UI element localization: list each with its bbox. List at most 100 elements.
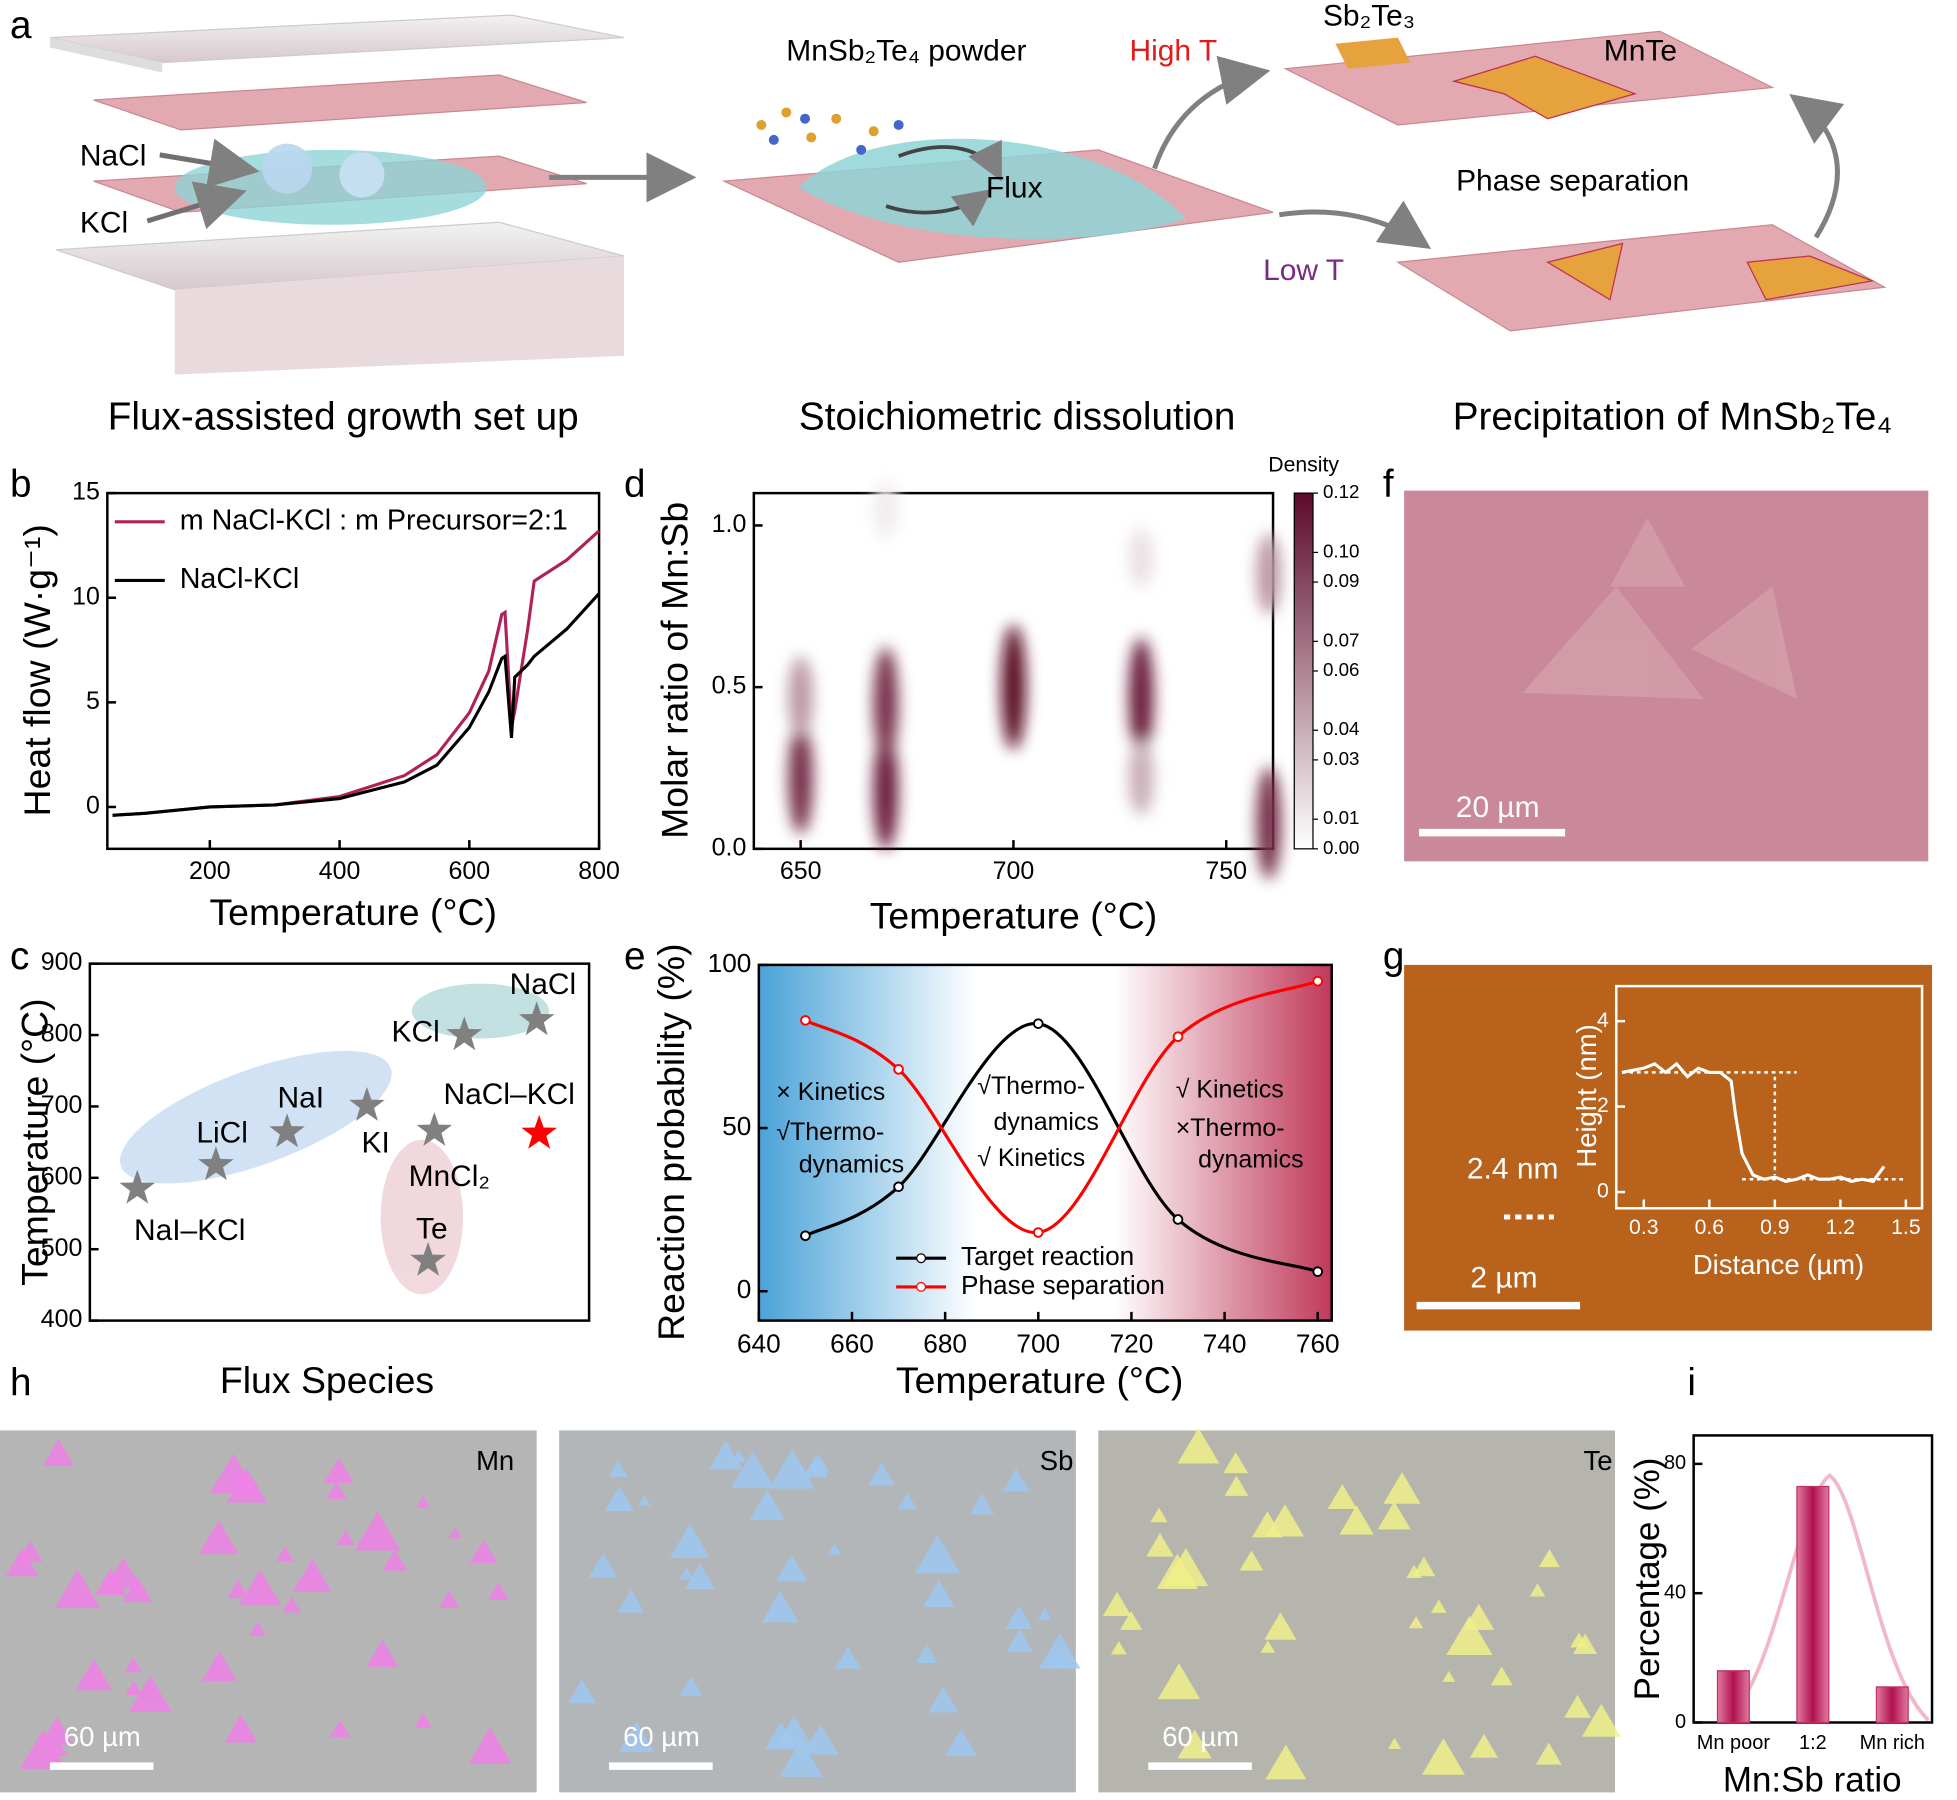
plot-frame xyxy=(757,963,1333,1322)
flake xyxy=(47,1738,68,1756)
flake xyxy=(19,1729,67,1769)
x-axis-title: Temperature (°C) xyxy=(870,895,1158,937)
x-tick-label: 750 xyxy=(1205,857,1247,885)
flake xyxy=(1377,1501,1411,1530)
x-axis-title: Distance (µm) xyxy=(1693,1249,1864,1280)
flake xyxy=(803,1456,829,1478)
flake xyxy=(679,1567,694,1580)
star-marker xyxy=(416,1111,453,1146)
colorbar-tick-label: 0.07 xyxy=(1323,629,1359,650)
caption: Flux-assisted growth set up xyxy=(108,396,579,439)
density-blob xyxy=(788,721,814,834)
x-tick-label: 0.3 xyxy=(1629,1216,1658,1239)
flake xyxy=(54,1569,101,1609)
point-label: KI xyxy=(362,1127,390,1160)
point-label: NaI xyxy=(277,1082,324,1115)
legend-label: Target reaction xyxy=(961,1241,1134,1271)
data-point xyxy=(1312,975,1324,987)
flake xyxy=(105,1557,142,1589)
flake xyxy=(1102,1591,1132,1616)
x-axis-title: Mn:Sb ratio xyxy=(1723,1761,1902,1800)
flake xyxy=(709,1440,743,1470)
colorbar-tick-label: 0.01 xyxy=(1323,807,1359,828)
flake xyxy=(764,1721,798,1750)
y-axis-title: Heat flow (W·g⁻¹) xyxy=(16,524,58,816)
legend-marker xyxy=(916,1281,927,1292)
flake xyxy=(124,1656,143,1673)
flake xyxy=(75,1658,113,1691)
y-tick-label: 5 xyxy=(86,687,100,715)
density-blob xyxy=(1256,533,1282,615)
flake xyxy=(1490,1666,1513,1686)
data-point xyxy=(800,1015,811,1026)
x-tick-label: 700 xyxy=(993,857,1035,885)
flake xyxy=(1529,1583,1546,1597)
flake xyxy=(945,1728,977,1756)
data-point xyxy=(893,1064,904,1075)
flake xyxy=(1446,1615,1493,1655)
flake xyxy=(1327,1484,1357,1509)
flake xyxy=(1239,1550,1264,1571)
afm-image xyxy=(1404,964,1933,1331)
flake xyxy=(779,1740,823,1777)
flake xyxy=(761,1590,799,1623)
flake xyxy=(336,1529,355,1546)
flake xyxy=(922,1580,955,1608)
annotation: × Kinetics xyxy=(776,1078,885,1106)
data-point xyxy=(1312,1266,1324,1277)
y-tick-label: 400 xyxy=(41,1305,83,1333)
star-marker xyxy=(198,1146,234,1181)
star-marker xyxy=(446,1016,483,1051)
flake xyxy=(1038,1607,1052,1620)
data-point xyxy=(1172,1031,1184,1042)
legend-marker xyxy=(916,1253,927,1264)
flake xyxy=(122,1576,153,1603)
star-marker xyxy=(521,1114,557,1149)
density-layer xyxy=(788,481,1282,880)
flake xyxy=(1339,1505,1374,1535)
panel-label: d xyxy=(624,463,646,506)
flake xyxy=(1463,1603,1495,1630)
label: High T xyxy=(1130,34,1218,67)
flake xyxy=(604,1486,634,1512)
scale-label: 20 µm xyxy=(1456,791,1540,824)
flake xyxy=(1005,1605,1033,1629)
flake xyxy=(1265,1744,1307,1780)
flake xyxy=(292,1558,332,1592)
element-label: Sb xyxy=(1040,1445,1074,1476)
flake xyxy=(227,1579,249,1599)
flake xyxy=(1002,1468,1030,1492)
x-tick-label: 650 xyxy=(780,857,822,885)
flake xyxy=(468,1727,512,1764)
y-tick-label: 4 xyxy=(1597,1009,1609,1032)
flake xyxy=(618,1721,655,1753)
fit-curve xyxy=(1721,1473,1930,1722)
y-tick-label: 15 xyxy=(72,478,100,506)
y-tick-label: 900 xyxy=(41,948,83,976)
flake xyxy=(1110,1640,1127,1655)
annotation: √ Kinetics xyxy=(1176,1076,1284,1104)
y-tick-label: 0.0 xyxy=(712,833,747,861)
star-marker xyxy=(518,1001,555,1036)
y-tick-label: 500 xyxy=(41,1234,83,1262)
data-point xyxy=(1032,1018,1044,1029)
x-tick-label: 600 xyxy=(449,857,491,885)
flake-shapes xyxy=(1522,518,1798,700)
data-point xyxy=(1032,1227,1044,1238)
legend-label: NaCl-KCl xyxy=(180,563,300,595)
flake xyxy=(125,1680,143,1696)
annotation: dynamics xyxy=(1198,1145,1303,1173)
flake xyxy=(1412,1556,1436,1577)
label: Phase separation xyxy=(1456,164,1689,197)
axes: 0 40 80 Mn:Sb ratio Percentage (%) xyxy=(1628,1434,1934,1800)
data-point xyxy=(893,1181,904,1193)
axes: 0.0 0.5 1.0 650 700 750 Temperature (°C) Molar … xyxy=(654,491,1275,937)
eds-map xyxy=(0,1430,537,1793)
scale-label: 60 µm xyxy=(623,1721,700,1752)
point-label: MnCl₂ xyxy=(409,1160,490,1193)
flake xyxy=(915,1644,938,1663)
axes: 400 500 600 700 800 900 Flux Species Temperatur… xyxy=(13,948,591,1401)
y-tick-label: 700 xyxy=(41,1091,83,1119)
flake xyxy=(669,1523,711,1559)
x-tick-label: 200 xyxy=(189,857,231,885)
